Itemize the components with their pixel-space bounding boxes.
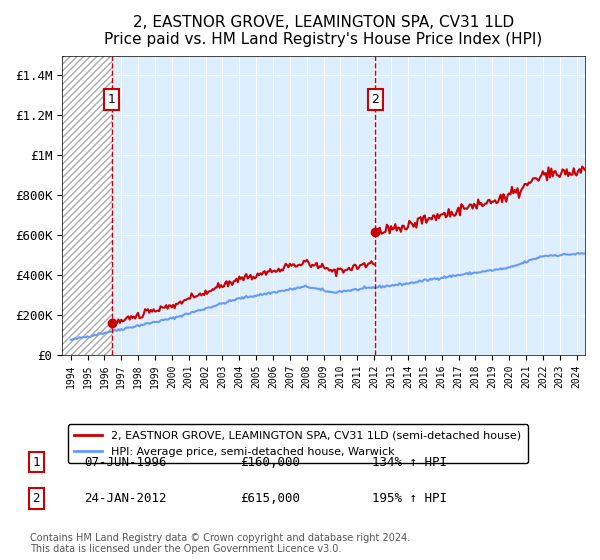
Text: 1: 1 [108,93,116,106]
Text: 2: 2 [371,93,379,106]
Bar [62,55,112,355]
Text: £160,000: £160,000 [240,455,300,469]
Legend: 2, EASTNOR GROVE, LEAMINGTON SPA, CV31 1LD (semi-detached house), HPI: Average p: 2, EASTNOR GROVE, LEAMINGTON SPA, CV31 1… [68,424,528,463]
Title: 2, EASTNOR GROVE, LEAMINGTON SPA, CV31 1LD
Price paid vs. HM Land Registry's Hou: 2, EASTNOR GROVE, LEAMINGTON SPA, CV31 1… [104,15,543,48]
Text: 134% ↑ HPI: 134% ↑ HPI [372,455,447,469]
Text: 24-JAN-2012: 24-JAN-2012 [84,492,167,505]
Text: Contains HM Land Registry data © Crown copyright and database right 2024.
This d: Contains HM Land Registry data © Crown c… [30,533,410,554]
Text: 07-JUN-1996: 07-JUN-1996 [84,455,167,469]
Text: 2: 2 [32,492,40,505]
Text: £615,000: £615,000 [240,492,300,505]
Text: 195% ↑ HPI: 195% ↑ HPI [372,492,447,505]
Text: 1: 1 [32,455,40,469]
